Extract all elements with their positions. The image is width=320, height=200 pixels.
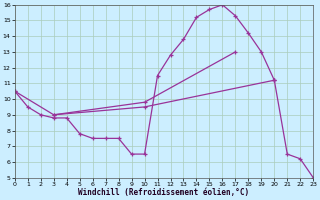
X-axis label: Windchill (Refroidissement éolien,°C): Windchill (Refroidissement éolien,°C) <box>78 188 250 197</box>
